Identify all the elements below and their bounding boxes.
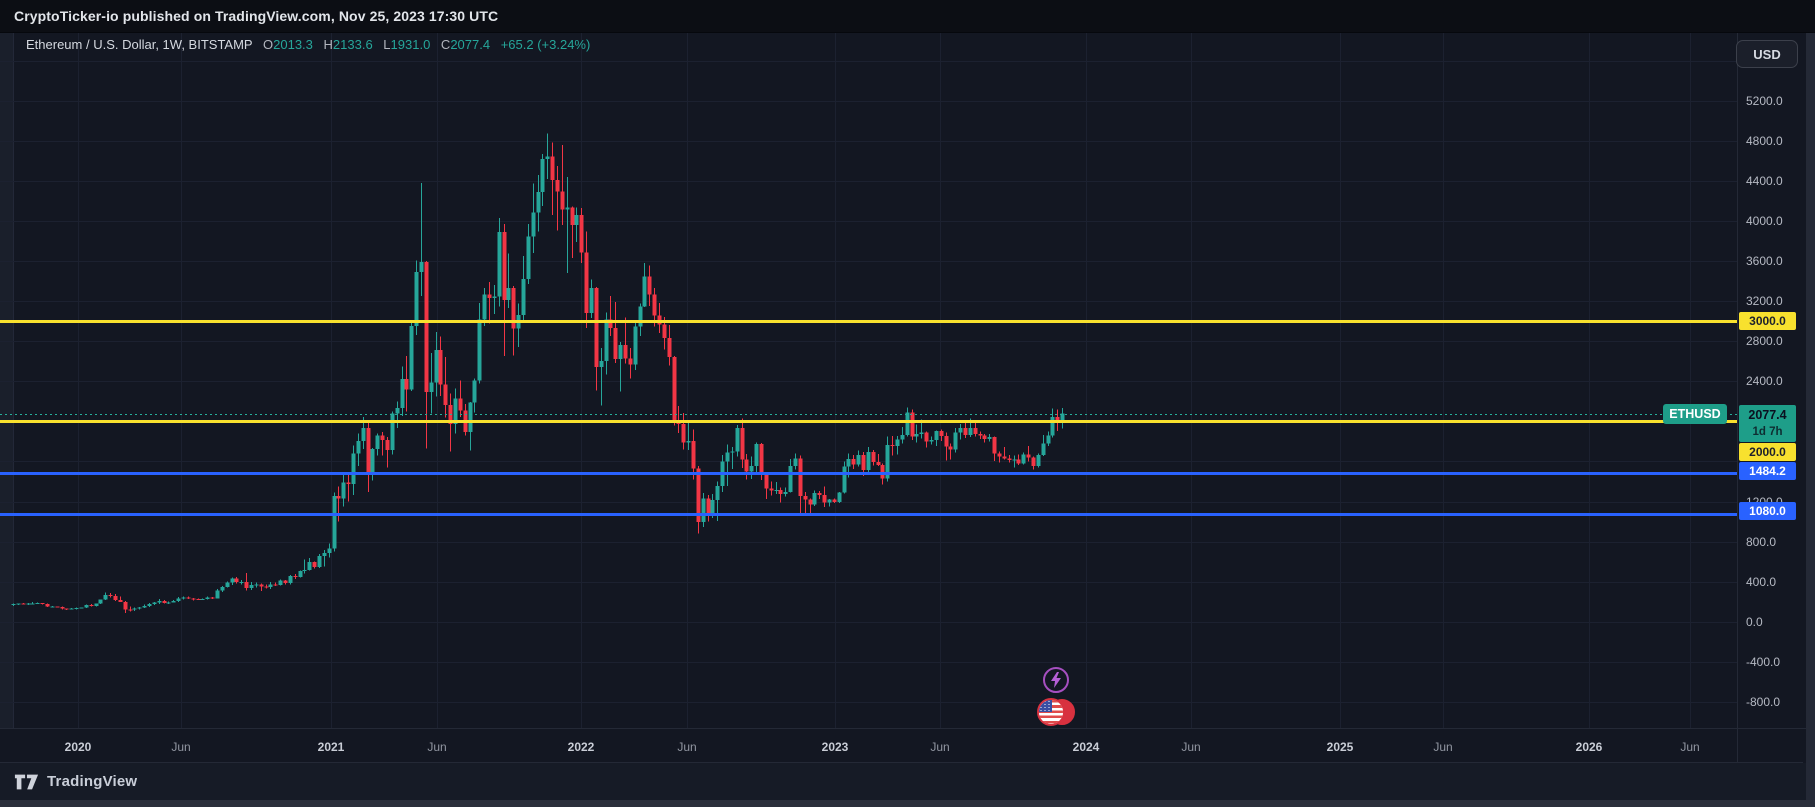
vertical-scrollbar[interactable] [1806,33,1815,807]
price-line-1080.0[interactable] [0,513,1737,516]
price-line-3000.0[interactable] [0,320,1737,323]
price-tick-label: 3600.0 [1746,254,1783,268]
open-value: 2013.3 [273,37,313,52]
price-tick-label: 4800.0 [1746,134,1783,148]
currency-usd-button[interactable]: USD [1736,40,1798,68]
price-tick-label: -400.0 [1746,655,1781,669]
tradingview-logo[interactable]: TradingView [14,773,137,791]
price-tick-label: 3200.0 [1746,294,1783,308]
tradingview-logo-icon [14,774,39,789]
us-economic-event-icon[interactable] [1037,698,1065,726]
change-value: +65.2 (+3.24%) [500,37,591,52]
month-tick-label: Jun [1680,740,1700,754]
price-tick-label: -800.0 [1746,695,1781,709]
year-tick-label: 2023 [821,740,849,754]
price-line-badge-2000.0: 2000.0 [1739,443,1796,461]
year-tick-label: 2024 [1072,740,1100,754]
symbol-price-label: ETHUSD [1663,404,1727,424]
open-label: O [263,37,274,52]
chart-legend[interactable]: Ethereum / U.S. Dollar, 1W, BITSTAMP O20… [26,37,590,57]
price-line-badge-1484.2: 1484.2 [1739,462,1796,480]
price-tick-label: 4400.0 [1746,174,1783,188]
year-tick-label: 2021 [317,740,345,754]
price-tick-label: 2400.0 [1746,374,1783,388]
flash-event-icon[interactable] [1043,667,1069,693]
last-price-dotted-line [0,414,1737,415]
time-axis-top-border [0,728,1815,729]
publisher-bar: CryptoTicker-io published on TradingView… [0,0,1815,33]
horizontal-scrollbar[interactable] [0,800,1815,807]
price-tick-label: 2800.0 [1746,334,1783,348]
footer-bar: TradingView [0,763,1815,800]
price-line-1484.2[interactable] [0,472,1737,475]
publisher-text: CryptoTicker-io published on TradingView… [14,8,499,24]
year-tick-label: 2022 [567,740,595,754]
time-axis-bottom-border [0,762,1803,763]
month-tick-label: Jun [171,740,191,754]
last-price-badge: 2077.4 [1739,405,1796,424]
left-gutter [0,33,14,728]
symbol-title: Ethereum / U.S. Dollar, 1W, BITSTAMP [26,37,253,52]
month-tick-label: Jun [1181,740,1201,754]
us-flag-canton [1039,700,1053,712]
year-tick-label: 2025 [1326,740,1354,754]
close-label: C [440,37,451,52]
price-axis-separator [1737,33,1738,762]
price-line-badge-3000.0: 3000.0 [1739,312,1796,330]
price-tick-label: 400.0 [1746,575,1777,589]
price-line-2000.0[interactable] [0,420,1737,423]
high-value: 2133.6 [332,37,373,52]
month-tick-label: Jun [1433,740,1453,754]
price-tick-label: 4000.0 [1746,214,1783,228]
month-tick-label: Jun [427,740,447,754]
high-label: H [323,37,333,52]
close-value: 2077.4 [450,37,491,52]
year-tick-label: 2020 [64,740,92,754]
bar-countdown-badge: 1d 7h [1739,424,1796,442]
tradingview-logo-text: TradingView [47,773,138,790]
price-tick-label: 800.0 [1746,535,1777,549]
low-label: L [383,37,391,52]
price-tick-label: 0.0 [1746,615,1763,629]
low-value: 1931.0 [390,37,431,52]
price-tick-label: 5200.0 [1746,94,1783,108]
month-tick-label: Jun [677,740,697,754]
price-line-badge-1080.0: 1080.0 [1739,502,1796,520]
month-tick-label: Jun [930,740,950,754]
year-tick-label: 2026 [1575,740,1603,754]
